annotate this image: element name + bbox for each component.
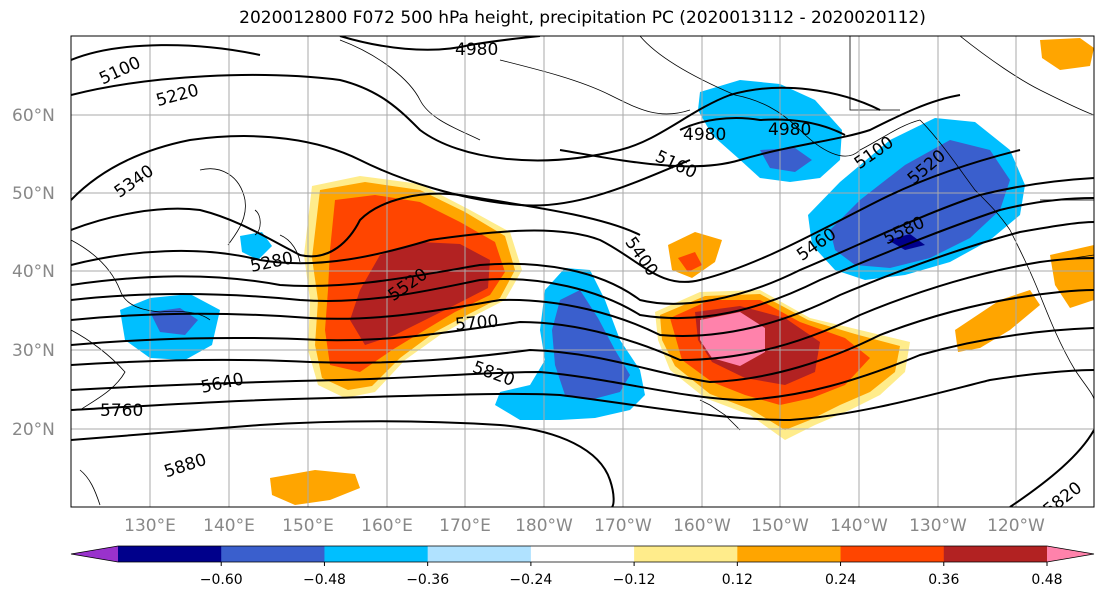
lon-label: 120°W — [987, 516, 1045, 536]
contour-label: 5700 — [454, 311, 499, 335]
lon-label: 170°W — [594, 516, 652, 536]
lon-label: 150°E — [282, 516, 334, 536]
colorbar-tick-label: −0.36 — [406, 572, 449, 588]
colorbar-swatch — [324, 546, 429, 562]
lon-label: 140°E — [203, 516, 255, 536]
lat-label: 50°N — [12, 184, 55, 204]
gridlines — [71, 36, 1094, 507]
contour-5820b — [1009, 429, 1094, 507]
colorbar-tick-label: −0.48 — [303, 572, 346, 588]
precip-shade-nepac-mid — [830, 140, 1010, 268]
precip-shade-sea-japan — [240, 232, 272, 260]
colorbar-swatch — [118, 546, 222, 562]
precip-shade-e-orange2 — [955, 290, 1040, 352]
lat-label: 40°N — [12, 262, 55, 282]
colorbar-swatch — [737, 546, 842, 562]
colorbar-swatch — [427, 546, 532, 562]
colorbar-tick-label: 0.24 — [825, 572, 856, 588]
contour-4980 — [339, 36, 541, 51]
contour-5460 — [71, 177, 1094, 305]
contour-4980b — [679, 117, 846, 136]
colorbar-tick-label: −0.24 — [509, 572, 552, 588]
colorbar-swatch — [634, 546, 738, 562]
lon-label: 160°E — [361, 516, 413, 536]
colorbar-extend-high — [1047, 546, 1094, 562]
precip-shade-alaska-dblue — [760, 148, 812, 172]
colorbar-swatch — [221, 546, 325, 562]
contour-5400 — [71, 149, 1021, 283]
contour-label: 5760 — [100, 401, 143, 421]
map-area: 5100 4980 5220 5340 4980 4980 5160 5100 … — [71, 36, 1094, 507]
precip-shade-nepac-dark — [888, 234, 925, 250]
precip-shade-nw-orange — [1040, 38, 1094, 70]
colorbar-tick-label: −0.12 — [613, 572, 656, 588]
lon-label: 160°W — [673, 516, 731, 536]
height-contours — [71, 36, 1094, 507]
lon-label: 140°W — [830, 516, 888, 536]
contour-label: 4980 — [455, 40, 498, 60]
contour-5340 — [71, 135, 691, 207]
lon-label: 170°E — [439, 516, 491, 536]
lat-label: 20°N — [12, 420, 55, 440]
lat-label: 60°N — [12, 106, 55, 126]
colorbar-tick-label: 0.36 — [928, 572, 959, 588]
contour-5700 — [71, 257, 1094, 362]
map-frame — [70, 35, 1095, 508]
contour-5760 — [71, 369, 1094, 422]
lon-label: 130°W — [909, 516, 967, 536]
colorbar-outline — [70, 545, 1095, 563]
colorbar-swatch — [943, 546, 1048, 562]
contour-5520 — [71, 197, 1094, 320]
precip-shade-wpac-darkred — [350, 242, 490, 345]
contour-5820 — [71, 327, 1094, 402]
colorbar-tick-label: 0.48 — [1031, 572, 1062, 588]
precip-shade-central-dark — [552, 290, 630, 400]
contour-5220 — [71, 74, 881, 162]
colorbar-tick-label: −0.60 — [200, 572, 243, 588]
contour-label: 4980 — [768, 120, 811, 140]
map-title: 2020012800 F072 500 hPa height, precipit… — [239, 8, 926, 28]
longitude-labels: 130°E 140°E 150°E 160°E 170°E 180°W 170°… — [124, 516, 1045, 536]
lon-label: 130°E — [124, 516, 176, 536]
contour-5880 — [71, 420, 615, 507]
colorbar-tick-label: 0.12 — [722, 572, 753, 588]
precip-shade-s-orange — [270, 470, 360, 505]
colorbar-swatch — [840, 546, 945, 562]
lon-label: 150°W — [751, 516, 809, 536]
contour-5100 — [71, 44, 261, 61]
contour-5160 — [559, 94, 961, 168]
precip-shade-dateline-red — [678, 252, 702, 272]
lat-label: 30°N — [12, 341, 55, 361]
colorbar: −0.60 −0.48 −0.36 −0.24 −0.12 0.12 0.24 0.36 0.4… — [70, 545, 1095, 588]
contour-label: 4980 — [683, 125, 726, 145]
contour-5580 — [71, 221, 1094, 337]
latitude-labels: 60°N 50°N 40°N 30°N 20°N — [12, 106, 55, 440]
colorbar-extend-low — [71, 546, 118, 562]
colorbar-swatch — [530, 546, 635, 562]
lon-label: 180°W — [515, 516, 573, 536]
contour-5640 — [71, 289, 1094, 384]
contour-5280 — [71, 192, 641, 258]
